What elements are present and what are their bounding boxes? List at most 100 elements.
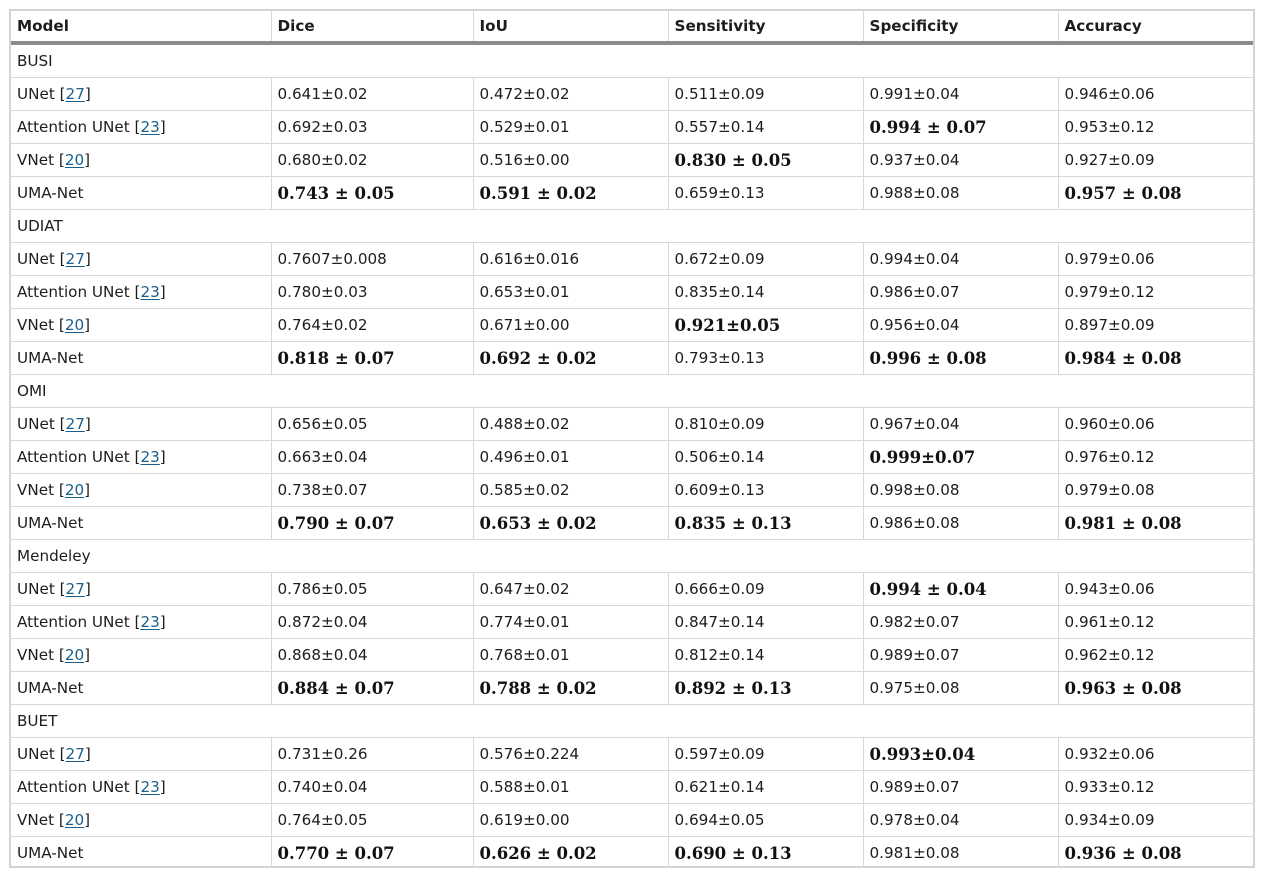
- metric-cell: 0.810±0.09: [668, 407, 864, 441]
- metric-cell: 0.690 ± 0.13: [668, 836, 864, 866]
- citation-link[interactable]: 20: [64, 811, 85, 829]
- citation-link[interactable]: 20: [64, 646, 85, 664]
- model-name: VNet: [17, 811, 55, 829]
- metric-cell: 0.981 ± 0.08: [1058, 506, 1253, 540]
- metric-cell: 0.619±0.00: [473, 803, 669, 837]
- model-cell: UNet [27]: [11, 242, 272, 276]
- table-row: UMA-Net 0.743 ± 0.05 0.591 ± 0.02 0.659±0.1…: [11, 176, 1253, 210]
- metric-cell: 0.597±0.09: [668, 737, 864, 771]
- metric-cell: 0.994 ± 0.07: [863, 110, 1059, 144]
- metric-cell: 0.988±0.08: [863, 176, 1059, 210]
- metric-cell: 0.694±0.05: [668, 803, 864, 837]
- table-row: Attention UNet [23] 0.663±0.04 0.496±0.01 0…: [11, 440, 1253, 474]
- dataset-group-row: UDIAT: [11, 209, 1253, 243]
- metric-cell: 0.812±0.14: [668, 638, 864, 672]
- model-name: UMA-Net: [17, 514, 84, 532]
- table-row: UNet [27] 0.731±0.26 0.576±0.224 0.597±0.09…: [11, 737, 1253, 771]
- citation-link[interactable]: 23: [140, 613, 160, 631]
- citation-link[interactable]: 23: [140, 118, 160, 136]
- metric-cell: 0.738±0.07: [271, 473, 474, 507]
- metric-cell: 0.616±0.016: [473, 242, 669, 276]
- metric-cell: 0.982±0.07: [863, 605, 1059, 639]
- dataset-name: OMI: [11, 374, 1253, 408]
- metric-cell: 0.981±0.08: [863, 836, 1059, 866]
- metric-cell: 0.672±0.09: [668, 242, 864, 276]
- metric-cell: 0.731±0.26: [271, 737, 474, 771]
- metric-cell: 0.993±0.04: [863, 737, 1059, 771]
- metric-cell: 0.790 ± 0.07: [271, 506, 474, 540]
- table-row: VNet [20] 0.738±0.07 0.585±0.02 0.609±0.13 0…: [11, 473, 1253, 507]
- metric-cell: 0.659±0.13: [668, 176, 864, 210]
- metric-cell: 0.585±0.02: [473, 473, 669, 507]
- metric-cell: 0.7607±0.008: [271, 242, 474, 276]
- citation-link[interactable]: 23: [140, 283, 160, 301]
- metric-cell: 0.588±0.01: [473, 770, 669, 804]
- metric-cell: 0.774±0.01: [473, 605, 669, 639]
- citation-link[interactable]: 23: [140, 778, 160, 796]
- metric-cell: 0.793±0.13: [668, 341, 864, 375]
- metric-cell: 0.835±0.14: [668, 275, 864, 309]
- metric-cell: 0.991±0.04: [863, 77, 1059, 111]
- dataset-group-row: BUET: [11, 704, 1253, 738]
- metric-cell: 0.692 ± 0.02: [473, 341, 669, 375]
- model-cell: UMA-Net: [11, 671, 272, 705]
- table-row: UNet [27] 0.656±0.05 0.488±0.02 0.810±0.09 0…: [11, 407, 1253, 441]
- citation-link[interactable]: 27: [65, 580, 85, 598]
- metric-cell: 0.984 ± 0.08: [1058, 341, 1253, 375]
- citation-link[interactable]: 20: [64, 316, 85, 334]
- metric-cell: 0.946±0.06: [1058, 77, 1253, 111]
- model-name: UMA-Net: [17, 679, 84, 697]
- metric-cell: 0.897±0.09: [1058, 308, 1253, 342]
- model-name: UMA-Net: [17, 844, 84, 862]
- model-cell: VNet [20]: [11, 473, 272, 507]
- table-header-row: Model Dice IoU Sensitivity Specificity A…: [11, 11, 1253, 45]
- metric-cell: 0.529±0.01: [473, 110, 669, 144]
- metric-cell: 0.937±0.04: [863, 143, 1059, 177]
- header-sensitivity: Sensitivity: [668, 11, 864, 45]
- metric-cell: 0.740±0.04: [271, 770, 474, 804]
- metric-cell: 0.978±0.04: [863, 803, 1059, 837]
- model-cell: UNet [27]: [11, 572, 272, 606]
- metric-cell: 0.666±0.09: [668, 572, 864, 606]
- table-row: UMA-Net 0.790 ± 0.07 0.653 ± 0.02 0.835 ± 0…: [11, 506, 1253, 540]
- metric-cell: 0.786±0.05: [271, 572, 474, 606]
- metric-cell: 0.989±0.07: [863, 638, 1059, 672]
- metric-cell: 0.472±0.02: [473, 77, 669, 111]
- metric-cell: 0.847±0.14: [668, 605, 864, 639]
- table-row: Attention UNet [23] 0.692±0.03 0.529±0.01 0…: [11, 110, 1253, 144]
- citation-link[interactable]: 20: [64, 151, 85, 169]
- metric-cell: 0.647±0.02: [473, 572, 669, 606]
- metric-cell: 0.516±0.00: [473, 143, 669, 177]
- citation-link[interactable]: 27: [65, 85, 85, 103]
- model-cell: UMA-Net: [11, 341, 272, 375]
- header-iou: IoU: [473, 11, 669, 45]
- table-row: UMA-Net 0.818 ± 0.07 0.692 ± 0.02 0.793±0.1…: [11, 341, 1253, 375]
- header-accuracy: Accuracy: [1058, 11, 1253, 45]
- metric-cell: 0.511±0.09: [668, 77, 864, 111]
- dataset-name: BUET: [11, 704, 1253, 738]
- dataset-name: BUSI: [11, 43, 1253, 78]
- metric-cell: 0.933±0.12: [1058, 770, 1253, 804]
- model-name: VNet: [17, 151, 55, 169]
- dataset-group-row: BUSI: [11, 43, 1253, 78]
- model-cell: Attention UNet [23]: [11, 440, 272, 474]
- model-name: UNet: [17, 415, 55, 433]
- metric-cell: 0.621±0.14: [668, 770, 864, 804]
- model-cell: VNet [20]: [11, 638, 272, 672]
- metric-cell: 0.743 ± 0.05: [271, 176, 474, 210]
- citation-link[interactable]: 27: [65, 745, 85, 763]
- table-row: Attention UNet [23] 0.740±0.04 0.588±0.01 0…: [11, 770, 1253, 804]
- citation-link[interactable]: 27: [65, 415, 85, 433]
- table-row: VNet [20] 0.680±0.02 0.516±0.00 0.830 ± 0.0…: [11, 143, 1253, 177]
- model-cell: UNet [27]: [11, 407, 272, 441]
- model-cell: UMA-Net: [11, 836, 272, 866]
- metric-cell: 0.921±0.05: [668, 308, 864, 342]
- table-row: UNet [27] 0.7607±0.008 0.616±0.016 0.672±0.…: [11, 242, 1253, 276]
- citation-link[interactable]: 20: [64, 481, 85, 499]
- citation-link[interactable]: 27: [65, 250, 85, 268]
- metric-cell: 0.884 ± 0.07: [271, 671, 474, 705]
- model-name: Attention UNet: [17, 118, 130, 136]
- citation-link[interactable]: 23: [140, 448, 160, 466]
- metric-cell: 0.961±0.12: [1058, 605, 1253, 639]
- metric-cell: 0.936 ± 0.08: [1058, 836, 1253, 866]
